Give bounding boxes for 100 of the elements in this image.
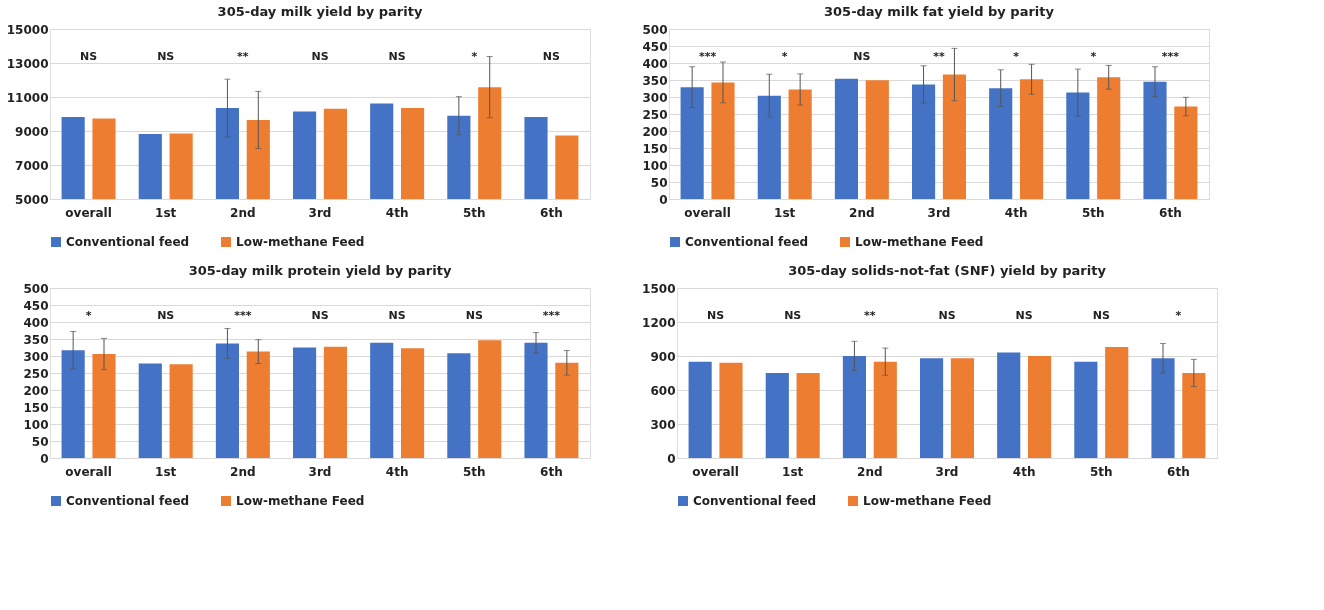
x-tick-label: 6th (1167, 464, 1190, 479)
bar (719, 362, 743, 458)
x-tick-label: overall (684, 205, 731, 220)
legend-label: Low-methane Feed (863, 494, 992, 508)
x-tick-label: 4th (385, 205, 409, 220)
y-tick-label: 450 (642, 39, 668, 54)
bar (834, 78, 858, 199)
legend-label: Conventional feed (66, 235, 190, 249)
y-tick-label: 400 (642, 56, 668, 71)
bar (370, 342, 394, 458)
y-tick-label: 11000 (6, 90, 49, 105)
bar (1105, 346, 1129, 458)
annotation: NS (853, 50, 871, 63)
x-tick-label: 3rd (308, 205, 332, 220)
annotation: NS (157, 309, 175, 322)
legend-label: Conventional feed (685, 235, 809, 249)
bar (912, 84, 936, 199)
bar (757, 95, 781, 199)
annotation: * (781, 50, 788, 63)
legend-label: Conventional feed (693, 494, 817, 508)
y-tick-label: 0 (659, 192, 668, 207)
x-tick-label: 4th (1004, 205, 1028, 220)
annotation: NS (311, 50, 329, 63)
annotation: NS (311, 309, 329, 322)
y-tick-label: 13000 (6, 56, 49, 71)
bar (169, 364, 193, 458)
y-tick-label: 9000 (15, 124, 49, 139)
annotation: NS (938, 309, 956, 322)
y-tick-label: 300 (23, 349, 49, 364)
y-tick-label: 600 (650, 383, 676, 398)
bar (1182, 373, 1206, 458)
bar (711, 82, 735, 199)
bar (688, 361, 712, 458)
y-tick-label: 350 (23, 332, 49, 347)
y-tick-label: 200 (642, 124, 668, 139)
bar (796, 373, 820, 458)
y-tick-label: 250 (23, 366, 49, 381)
annotation: ** (864, 309, 876, 322)
x-tick-label: overall (692, 464, 739, 479)
y-tick-label: 450 (23, 298, 49, 313)
x-tick-label: 5th (462, 205, 486, 220)
bar (1174, 106, 1198, 199)
annotation: * (1013, 50, 1020, 63)
annotation: NS (388, 50, 406, 63)
annotation: NS (80, 50, 98, 63)
y-tick-label: 50 (650, 175, 668, 190)
bar (989, 88, 1013, 199)
x-tick-label: 3rd (308, 464, 332, 479)
annotation: *** (542, 309, 561, 322)
x-tick-label: 6th (540, 205, 563, 220)
y-tick-label: 1500 (642, 281, 676, 296)
bar (1074, 361, 1098, 458)
bar (1143, 81, 1167, 199)
y-tick-label: 0 (667, 451, 676, 466)
y-tick-label: 50 (31, 434, 49, 449)
annotation: NS (784, 309, 802, 322)
x-tick-label: 5th (1089, 464, 1113, 479)
bar (1151, 358, 1175, 458)
bar (215, 343, 239, 458)
y-tick-label: 5000 (15, 192, 49, 207)
x-tick-label: 1st (155, 464, 177, 479)
annotation: NS (1015, 309, 1033, 322)
annotation: *** (698, 50, 717, 63)
x-tick-label: 4th (385, 464, 409, 479)
x-tick-label: 3rd (927, 205, 951, 220)
chart-title: 305-day milk fat yield by parity (824, 4, 1055, 19)
bar (950, 358, 974, 458)
x-tick-label: 2nd (857, 464, 883, 479)
y-tick-label: 7000 (15, 158, 49, 173)
annotation: ** (933, 50, 945, 63)
annotation: NS (388, 309, 406, 322)
annotation: ** (237, 50, 249, 63)
annotation: NS (157, 50, 175, 63)
legend-label: Conventional feed (66, 494, 190, 508)
x-tick-label: overall (65, 205, 112, 220)
x-tick-label: 1st (155, 205, 177, 220)
bar (293, 347, 317, 458)
bar (997, 352, 1021, 458)
y-tick-label: 150 (23, 400, 49, 415)
annotation: NS (542, 50, 561, 63)
y-tick-label: 500 (23, 281, 49, 296)
bar (680, 87, 704, 199)
x-tick-label: 5th (1081, 205, 1105, 220)
x-tick-label: 2nd (849, 205, 875, 220)
legend-label: Low-methane Feed (236, 494, 365, 508)
x-tick-label: 6th (1159, 205, 1182, 220)
chart-title: 305-day solids-not-fat (SNF) yield by parity (788, 263, 1107, 278)
annotation: * (1090, 50, 1097, 63)
y-tick-label: 200 (23, 383, 49, 398)
x-tick-label: 1st (782, 464, 804, 479)
x-tick-label: 3rd (935, 464, 959, 479)
annotation: NS (1092, 309, 1110, 322)
bar (765, 373, 789, 458)
bar (865, 80, 889, 199)
annotation: NS (465, 309, 483, 322)
x-tick-label: 1st (774, 205, 796, 220)
bar (61, 350, 85, 458)
bar (1020, 79, 1044, 199)
bar (447, 353, 471, 458)
bar (1066, 92, 1090, 199)
